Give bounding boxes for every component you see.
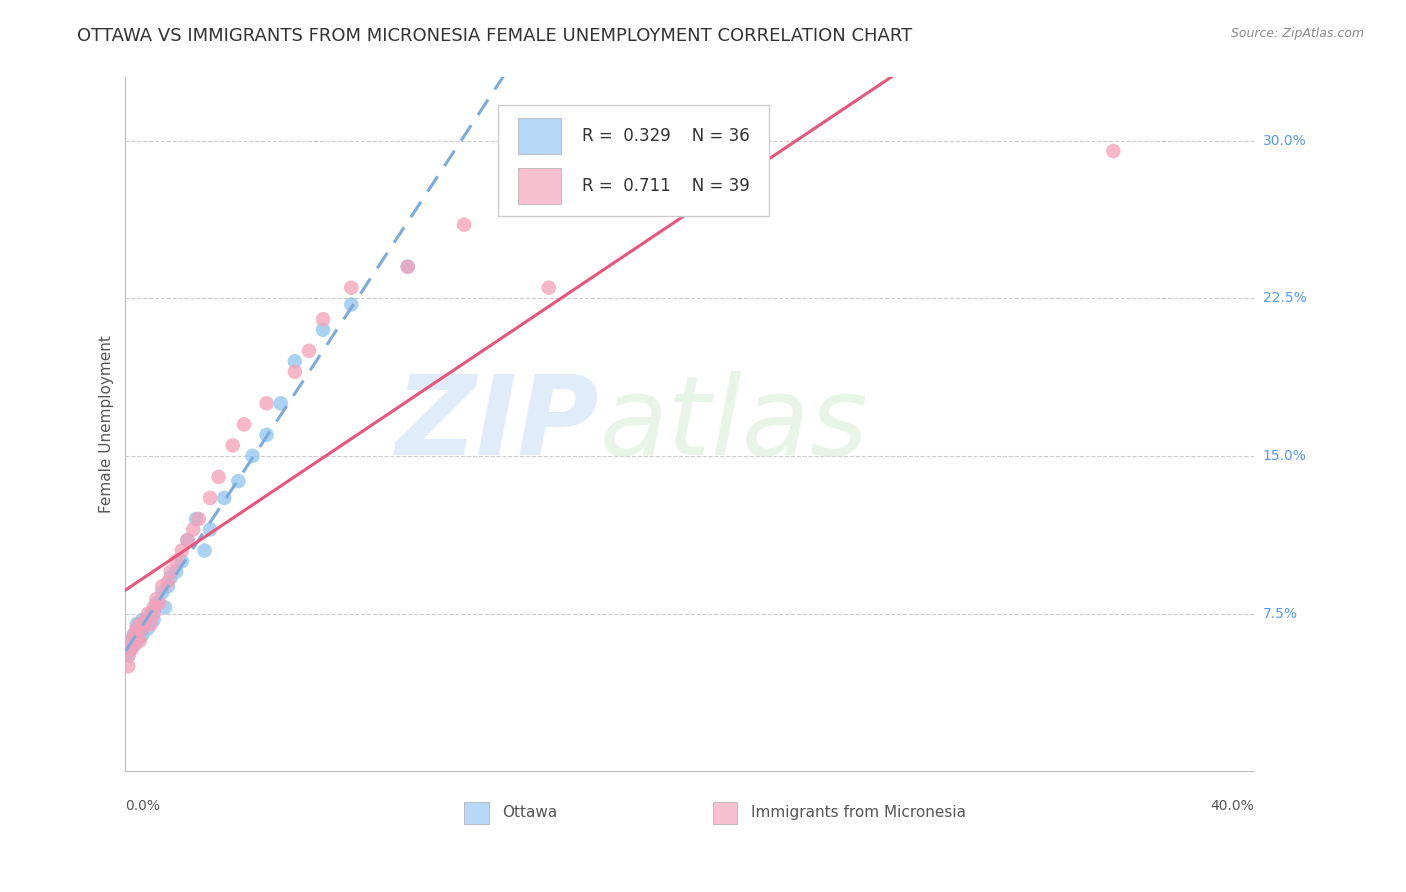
FancyBboxPatch shape bbox=[519, 119, 561, 154]
Point bbox=[120, 642, 142, 657]
Point bbox=[125, 621, 148, 635]
FancyBboxPatch shape bbox=[713, 802, 737, 824]
Text: 7.5%: 7.5% bbox=[1263, 607, 1298, 621]
Point bbox=[125, 621, 148, 635]
Point bbox=[122, 627, 145, 641]
Point bbox=[125, 632, 148, 646]
Point bbox=[170, 554, 193, 568]
Point bbox=[139, 607, 162, 621]
Point bbox=[156, 579, 179, 593]
Point bbox=[181, 523, 204, 537]
Text: R =  0.711    N = 39: R = 0.711 N = 39 bbox=[582, 178, 749, 195]
Point bbox=[340, 297, 363, 311]
Point bbox=[145, 596, 167, 610]
Text: 0.0%: 0.0% bbox=[125, 799, 160, 813]
Point bbox=[198, 523, 221, 537]
Point bbox=[148, 596, 170, 610]
Point bbox=[134, 613, 156, 627]
Point bbox=[150, 579, 173, 593]
Point bbox=[270, 396, 292, 410]
Point bbox=[396, 260, 419, 274]
Point bbox=[222, 438, 245, 452]
Point bbox=[153, 600, 176, 615]
Point bbox=[131, 621, 153, 635]
Point bbox=[165, 554, 187, 568]
Point bbox=[131, 613, 153, 627]
Text: Ottawa: Ottawa bbox=[502, 805, 558, 821]
Point bbox=[165, 565, 187, 579]
Point bbox=[128, 617, 150, 632]
Point bbox=[256, 396, 278, 410]
Point bbox=[256, 428, 278, 442]
Point bbox=[537, 281, 560, 295]
Text: Immigrants from Micronesia: Immigrants from Micronesia bbox=[751, 805, 966, 821]
Point bbox=[128, 621, 150, 635]
Point bbox=[117, 648, 139, 663]
Point bbox=[122, 638, 145, 652]
Point bbox=[242, 449, 264, 463]
Point bbox=[453, 218, 475, 232]
Text: ZIP: ZIP bbox=[396, 371, 599, 478]
Point bbox=[136, 607, 159, 621]
Point bbox=[159, 565, 181, 579]
Point bbox=[136, 621, 159, 635]
Point bbox=[170, 543, 193, 558]
Point bbox=[131, 627, 153, 641]
Point bbox=[117, 648, 139, 663]
Point bbox=[134, 617, 156, 632]
Point bbox=[187, 512, 209, 526]
Point bbox=[1102, 144, 1125, 158]
Point bbox=[159, 571, 181, 585]
Point bbox=[142, 605, 165, 619]
Point bbox=[142, 600, 165, 615]
Point bbox=[193, 543, 215, 558]
Text: R =  0.329    N = 36: R = 0.329 N = 36 bbox=[582, 128, 749, 145]
Text: 30.0%: 30.0% bbox=[1263, 134, 1306, 147]
Point bbox=[120, 642, 142, 657]
Point bbox=[312, 312, 335, 326]
FancyBboxPatch shape bbox=[464, 802, 489, 824]
Point bbox=[207, 470, 229, 484]
Text: 22.5%: 22.5% bbox=[1263, 291, 1306, 305]
Point bbox=[312, 323, 335, 337]
Point bbox=[145, 591, 167, 606]
Point bbox=[139, 617, 162, 632]
Point bbox=[150, 585, 173, 599]
Point bbox=[120, 634, 142, 648]
Point bbox=[117, 659, 139, 673]
Point bbox=[122, 627, 145, 641]
Point bbox=[212, 491, 235, 505]
Point bbox=[142, 607, 165, 621]
Point bbox=[176, 533, 198, 547]
Text: Source: ZipAtlas.com: Source: ZipAtlas.com bbox=[1230, 27, 1364, 40]
Text: 40.0%: 40.0% bbox=[1211, 799, 1254, 813]
Point bbox=[176, 533, 198, 547]
Point bbox=[233, 417, 256, 432]
Point bbox=[125, 617, 148, 632]
Point bbox=[128, 634, 150, 648]
Point bbox=[184, 512, 207, 526]
Text: 15.0%: 15.0% bbox=[1263, 449, 1306, 463]
Point bbox=[340, 281, 363, 295]
FancyBboxPatch shape bbox=[498, 105, 769, 216]
Text: atlas: atlas bbox=[599, 371, 869, 478]
Point bbox=[120, 634, 142, 648]
Point bbox=[142, 613, 165, 627]
Point bbox=[284, 354, 307, 368]
FancyBboxPatch shape bbox=[519, 169, 561, 204]
Y-axis label: Female Unemployment: Female Unemployment bbox=[100, 335, 114, 513]
Point bbox=[228, 474, 250, 488]
Point bbox=[298, 343, 321, 358]
Point bbox=[396, 260, 419, 274]
Point bbox=[198, 491, 221, 505]
Point bbox=[284, 365, 307, 379]
Point bbox=[122, 638, 145, 652]
Text: OTTAWA VS IMMIGRANTS FROM MICRONESIA FEMALE UNEMPLOYMENT CORRELATION CHART: OTTAWA VS IMMIGRANTS FROM MICRONESIA FEM… bbox=[77, 27, 912, 45]
Point bbox=[156, 575, 179, 590]
Point bbox=[128, 632, 150, 646]
